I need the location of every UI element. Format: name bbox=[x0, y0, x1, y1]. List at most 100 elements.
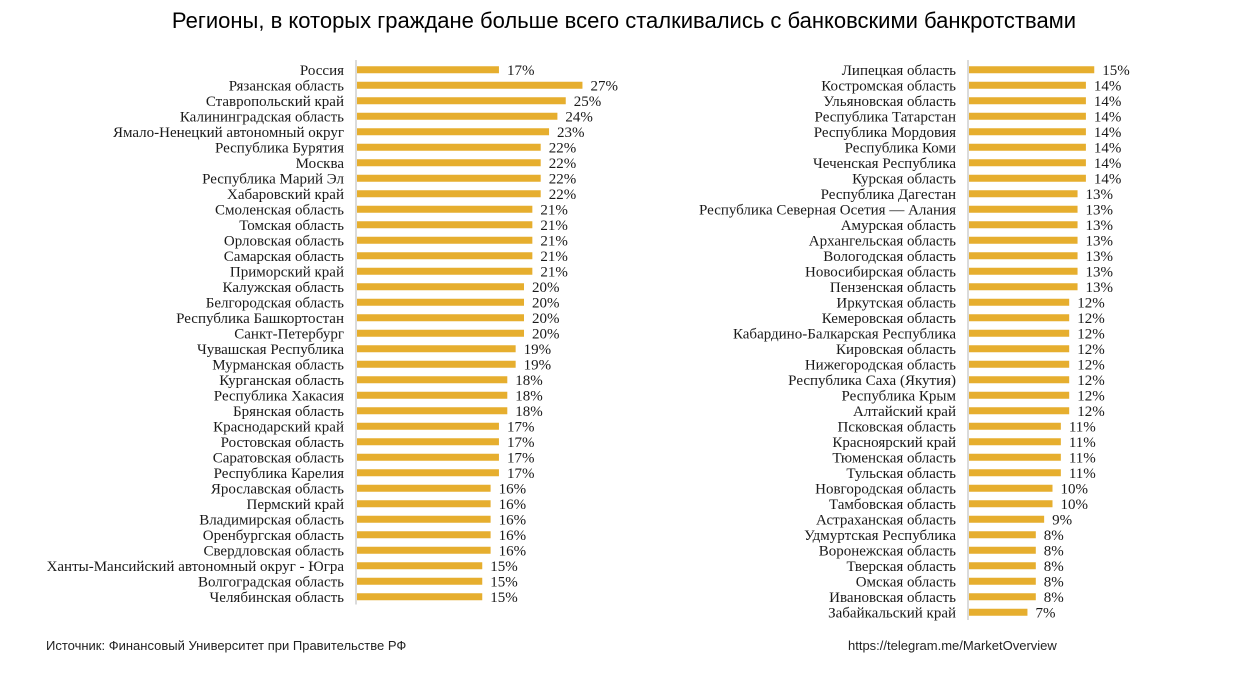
source-note: Источник: Финансовый Университет при Пра… bbox=[46, 638, 407, 653]
value-label: 27% bbox=[590, 78, 618, 94]
bar bbox=[357, 143, 541, 151]
category-label: Белгородская область bbox=[206, 295, 344, 311]
value-label: 17% bbox=[507, 419, 535, 435]
category-label: Курганская область bbox=[219, 373, 344, 389]
value-label: 15% bbox=[490, 574, 518, 590]
value-label: 22% bbox=[549, 140, 577, 156]
bar bbox=[969, 391, 1070, 399]
category-label: Республика Карелия bbox=[214, 466, 345, 482]
category-label: Астраханская область bbox=[816, 512, 956, 528]
category-label: Забайкальский край bbox=[828, 605, 956, 621]
value-label: 19% bbox=[524, 342, 552, 358]
category-label: Иркутская область bbox=[836, 295, 956, 311]
category-label: Смоленская область bbox=[215, 202, 344, 218]
category-label: Саратовская область bbox=[213, 450, 344, 466]
bar bbox=[969, 205, 1078, 213]
value-label: 22% bbox=[549, 156, 577, 172]
value-label: 25% bbox=[574, 94, 602, 110]
bar bbox=[969, 267, 1078, 275]
bar bbox=[969, 252, 1078, 260]
value-label: 20% bbox=[532, 311, 560, 327]
bar bbox=[357, 469, 499, 477]
category-label: Республика Башкортостан bbox=[176, 311, 344, 327]
category-label: Республика Дагестан bbox=[821, 187, 956, 203]
category-label: Ставропольский край bbox=[206, 94, 344, 110]
bar bbox=[357, 484, 491, 492]
bar bbox=[969, 97, 1086, 105]
category-label: Новгородская область bbox=[815, 481, 956, 497]
value-label: 7% bbox=[1035, 605, 1055, 621]
category-label: Республика Бурятия bbox=[215, 140, 344, 156]
bar bbox=[357, 81, 583, 89]
category-label: Чеченская Республика bbox=[813, 156, 956, 172]
bar bbox=[357, 360, 516, 368]
category-label: Республика Саха (Якутия) bbox=[788, 373, 956, 389]
bar bbox=[969, 515, 1045, 523]
value-label: 21% bbox=[540, 218, 568, 234]
value-label: 12% bbox=[1077, 326, 1105, 342]
chart-title: Регионы, в которых граждане больше всего… bbox=[171, 8, 1077, 33]
value-label: 19% bbox=[524, 357, 552, 373]
bar bbox=[357, 407, 508, 415]
bar bbox=[969, 143, 1086, 151]
bar bbox=[357, 314, 524, 322]
value-label: 18% bbox=[515, 373, 543, 389]
category-label: Алтайский край bbox=[853, 404, 956, 420]
bar bbox=[357, 159, 541, 167]
value-label: 8% bbox=[1044, 590, 1064, 606]
value-label: 14% bbox=[1094, 171, 1122, 187]
category-label: Ивановская область bbox=[829, 590, 956, 606]
bar bbox=[357, 453, 499, 461]
telegram-link[interactable]: https://telegram.me/MarketOverview bbox=[848, 638, 1057, 653]
value-label: 20% bbox=[532, 280, 560, 296]
category-label: Брянская область bbox=[233, 404, 344, 420]
category-label: Воронежская область bbox=[819, 543, 956, 559]
bar bbox=[969, 593, 1036, 601]
category-label: Липецкая область bbox=[842, 63, 956, 79]
category-label: Самарская область bbox=[224, 249, 344, 265]
category-label: Республика Хакасия bbox=[214, 388, 344, 404]
value-label: 16% bbox=[499, 497, 526, 513]
value-label: 12% bbox=[1077, 404, 1105, 420]
category-label: Кемеровская область bbox=[822, 311, 956, 327]
category-label: Хабаровский край bbox=[227, 187, 344, 203]
value-label: 11% bbox=[1069, 419, 1096, 435]
value-label: 16% bbox=[499, 528, 526, 544]
bar bbox=[969, 221, 1078, 229]
value-label: 22% bbox=[549, 187, 577, 203]
category-label: Ульяновская область bbox=[823, 94, 956, 110]
bar bbox=[969, 298, 1070, 306]
value-label: 10% bbox=[1061, 497, 1089, 513]
value-label: 10% bbox=[1061, 481, 1089, 497]
bar bbox=[357, 438, 499, 446]
bar bbox=[357, 267, 533, 275]
category-label: Курская область bbox=[852, 171, 956, 187]
bar bbox=[969, 329, 1070, 337]
bar bbox=[357, 515, 491, 523]
value-label: 8% bbox=[1044, 559, 1064, 575]
value-label: 23% bbox=[557, 125, 585, 141]
category-label: Амурская область bbox=[841, 218, 956, 234]
bar bbox=[969, 128, 1086, 136]
bar bbox=[357, 345, 516, 353]
bar bbox=[969, 360, 1070, 368]
category-label: Тюменская область bbox=[832, 450, 956, 466]
bar bbox=[969, 66, 1095, 74]
value-label: 12% bbox=[1077, 295, 1105, 311]
value-label: 17% bbox=[507, 466, 535, 482]
bar bbox=[969, 500, 1053, 508]
category-label: Республика Северная Осетия — Алания bbox=[699, 202, 956, 218]
value-label: 13% bbox=[1086, 280, 1114, 296]
bar bbox=[969, 283, 1078, 291]
category-label: Республика Марий Эл bbox=[202, 171, 344, 187]
category-label: Республика Татарстан bbox=[815, 109, 956, 125]
category-label: Тверская область bbox=[846, 559, 956, 575]
category-label: Вологодская область bbox=[823, 249, 956, 265]
value-label: 15% bbox=[1102, 63, 1130, 79]
value-label: 8% bbox=[1044, 574, 1064, 590]
bar bbox=[969, 469, 1061, 477]
category-label: Удмуртская Республика bbox=[804, 528, 956, 544]
category-label: Рязанская область bbox=[229, 78, 344, 94]
category-label: Ростовская область bbox=[221, 435, 344, 451]
